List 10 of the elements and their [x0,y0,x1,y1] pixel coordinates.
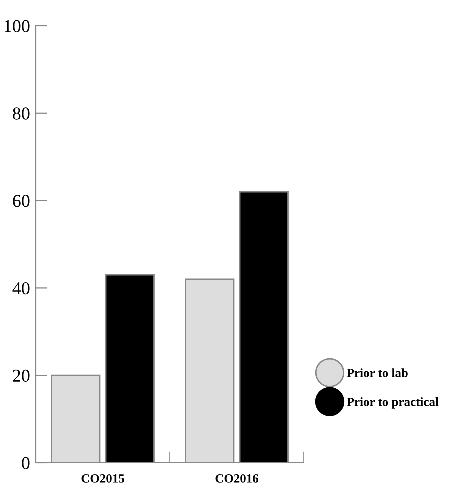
y-tick-label: 0 [22,457,30,470]
y-tick-label: 40 [12,282,30,295]
y-tick-label: 60 [13,195,30,208]
y-tick-label: 80 [13,108,30,120]
x-tick-label: CO2015 [82,474,124,483]
legend-label: Prior to practical [347,398,439,409]
y-tick-label: 20 [13,370,30,382]
x-tick-label: CO2016 [216,474,259,483]
y-tick-label: 100 [4,20,30,32]
legend-label: Prior to lab [347,368,408,378]
